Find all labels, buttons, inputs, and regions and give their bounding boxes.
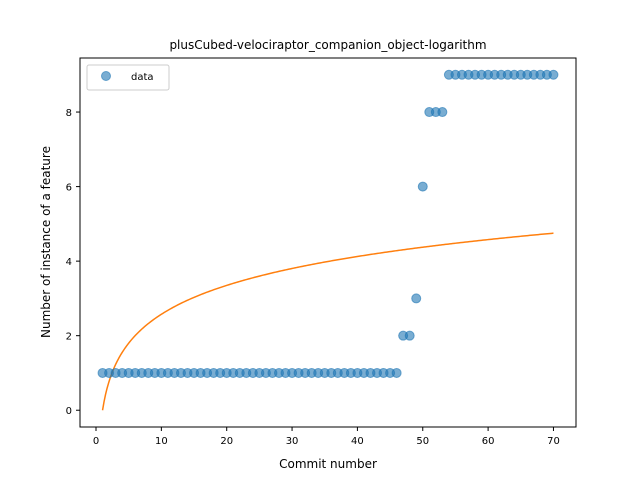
x-tick-label: 60 [482,436,495,447]
y-tick-label: 0 [66,406,72,417]
x-tick-label: 20 [220,436,233,447]
x-tick-label: 0 [93,436,99,447]
fit-line [101,232,554,411]
y-tick-label: 6 [66,183,72,194]
x-tick-label: 30 [286,436,299,447]
data-point [417,181,428,192]
data-point [411,293,422,304]
plot-area [97,69,559,411]
y-tick-label: 2 [66,332,72,343]
y-tick-label: 4 [66,257,72,268]
legend: data [86,64,170,91]
data-point [548,69,559,80]
x-tick-label: 50 [416,436,429,447]
legend-marker-data [101,71,111,81]
data-point [437,107,448,118]
x-axis-title: Commit number [279,457,377,471]
x-axis: 0 10 20 30 40 50 60 70 [93,427,560,447]
x-tick-label: 40 [351,436,364,447]
chart-title: plusCubed-velociraptor_companion_object-… [169,38,486,52]
legend-box [86,64,170,91]
plot-frame [79,57,577,428]
x-tick-label: 70 [547,436,560,447]
data-point [404,330,415,341]
y-tick-label: 8 [66,108,72,119]
x-tick-label: 10 [155,436,168,447]
data-point [391,367,402,378]
y-axis-title: Number of instance of a feature [39,146,53,338]
legend-label-data: data [131,72,154,83]
y-axis: 0 2 4 6 8 [66,108,80,417]
